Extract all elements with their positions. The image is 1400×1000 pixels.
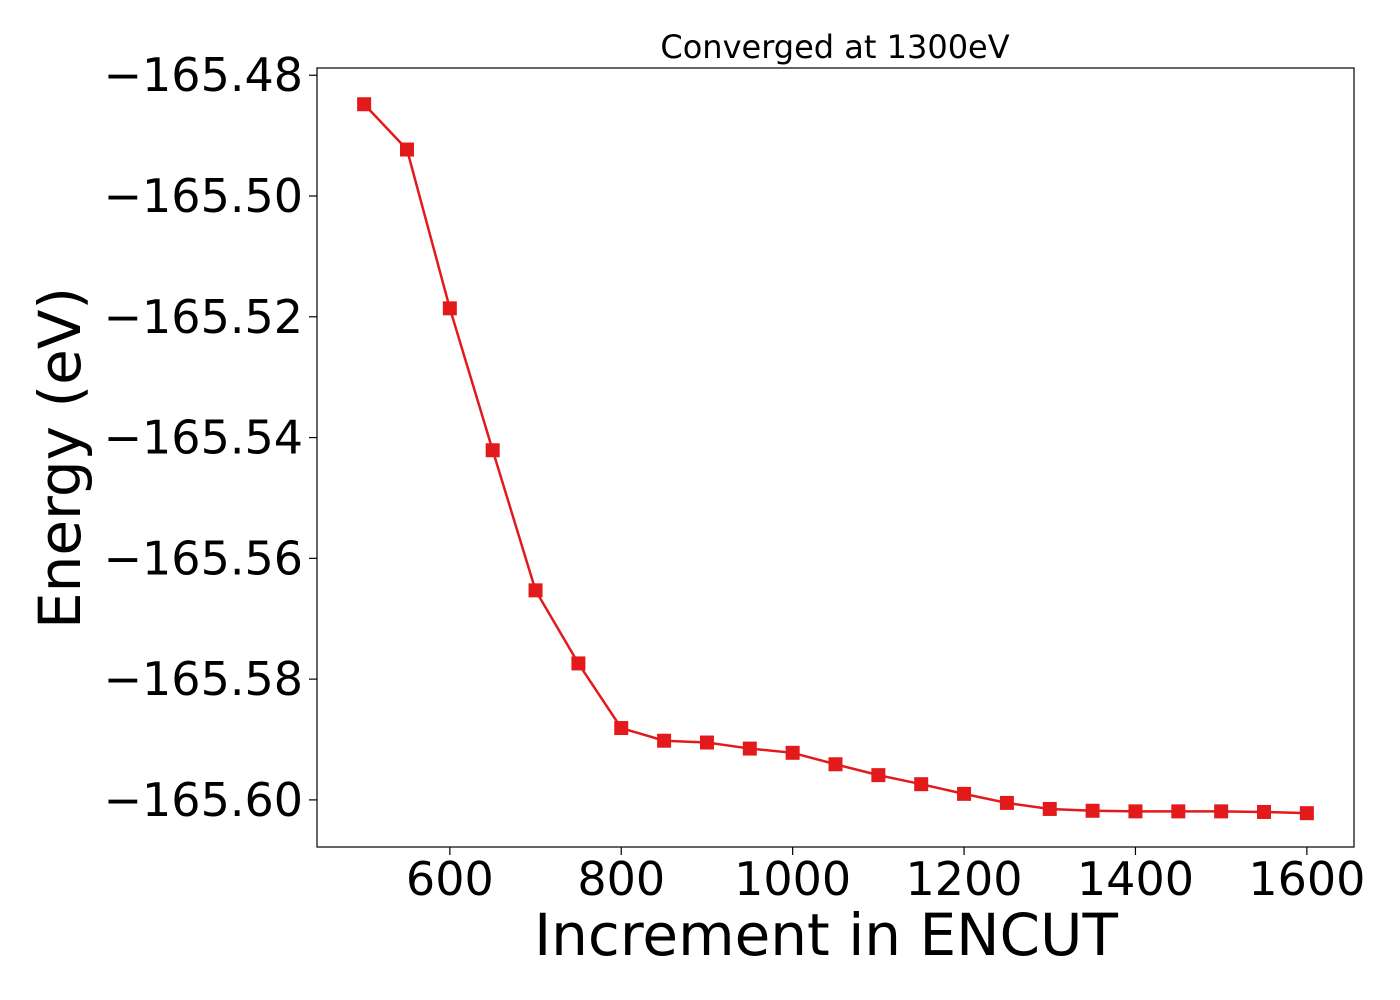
data-point xyxy=(442,301,457,316)
x-axis-label: Increment in ENCUT xyxy=(534,901,1118,969)
data-point xyxy=(1085,803,1100,818)
y-tick-label: −165.48 xyxy=(104,48,304,102)
plot-frame xyxy=(316,67,1355,848)
data-point xyxy=(785,745,800,760)
y-axis: −165.48 −165.50 −165.52 −165.54 −165.56 −165.… xyxy=(104,48,317,827)
data-point xyxy=(1257,804,1272,819)
data-point xyxy=(914,777,929,792)
y-tick-label: −165.52 xyxy=(104,290,304,344)
data-point xyxy=(357,97,372,112)
x-tick-label: 1000 xyxy=(734,852,851,906)
data-point xyxy=(999,795,1014,810)
chart-title: Converged at 1300eV xyxy=(660,28,1009,66)
data-point xyxy=(1214,804,1229,819)
data-point xyxy=(571,656,586,671)
x-tick-label: 1600 xyxy=(1248,852,1365,906)
y-tick-label: −165.50 xyxy=(104,169,304,223)
data-point xyxy=(699,735,714,750)
plot-area: −165.48 −165.50 −165.52 −165.54 −165.56 −165.… xyxy=(104,48,1366,906)
data-point xyxy=(657,733,672,748)
x-tick-label: 800 xyxy=(577,852,665,906)
x-axis: 600 800 1000 1200 1400 1600 xyxy=(406,847,1365,906)
y-axis-label: Energy (eV) xyxy=(26,287,94,629)
x-tick-label: 1400 xyxy=(1077,852,1194,906)
data-point xyxy=(614,721,629,736)
y-tick-label: −165.60 xyxy=(104,773,304,827)
y-tick-label: −165.56 xyxy=(104,531,304,585)
data-point xyxy=(485,443,500,458)
data-point xyxy=(957,786,972,801)
data-point xyxy=(399,142,414,157)
x-tick-label: 600 xyxy=(406,852,494,906)
data-point xyxy=(528,583,543,598)
data-point xyxy=(742,741,757,756)
y-tick-label: −165.58 xyxy=(104,652,304,706)
data-point xyxy=(1128,804,1143,819)
data-point xyxy=(1042,801,1057,816)
x-tick-label: 1200 xyxy=(906,852,1023,906)
data-point xyxy=(1299,806,1314,821)
series-layer xyxy=(357,97,1314,821)
data-point xyxy=(1171,804,1186,819)
y-tick-label: −165.54 xyxy=(104,411,304,465)
data-point xyxy=(871,768,886,783)
data-point xyxy=(828,757,843,772)
